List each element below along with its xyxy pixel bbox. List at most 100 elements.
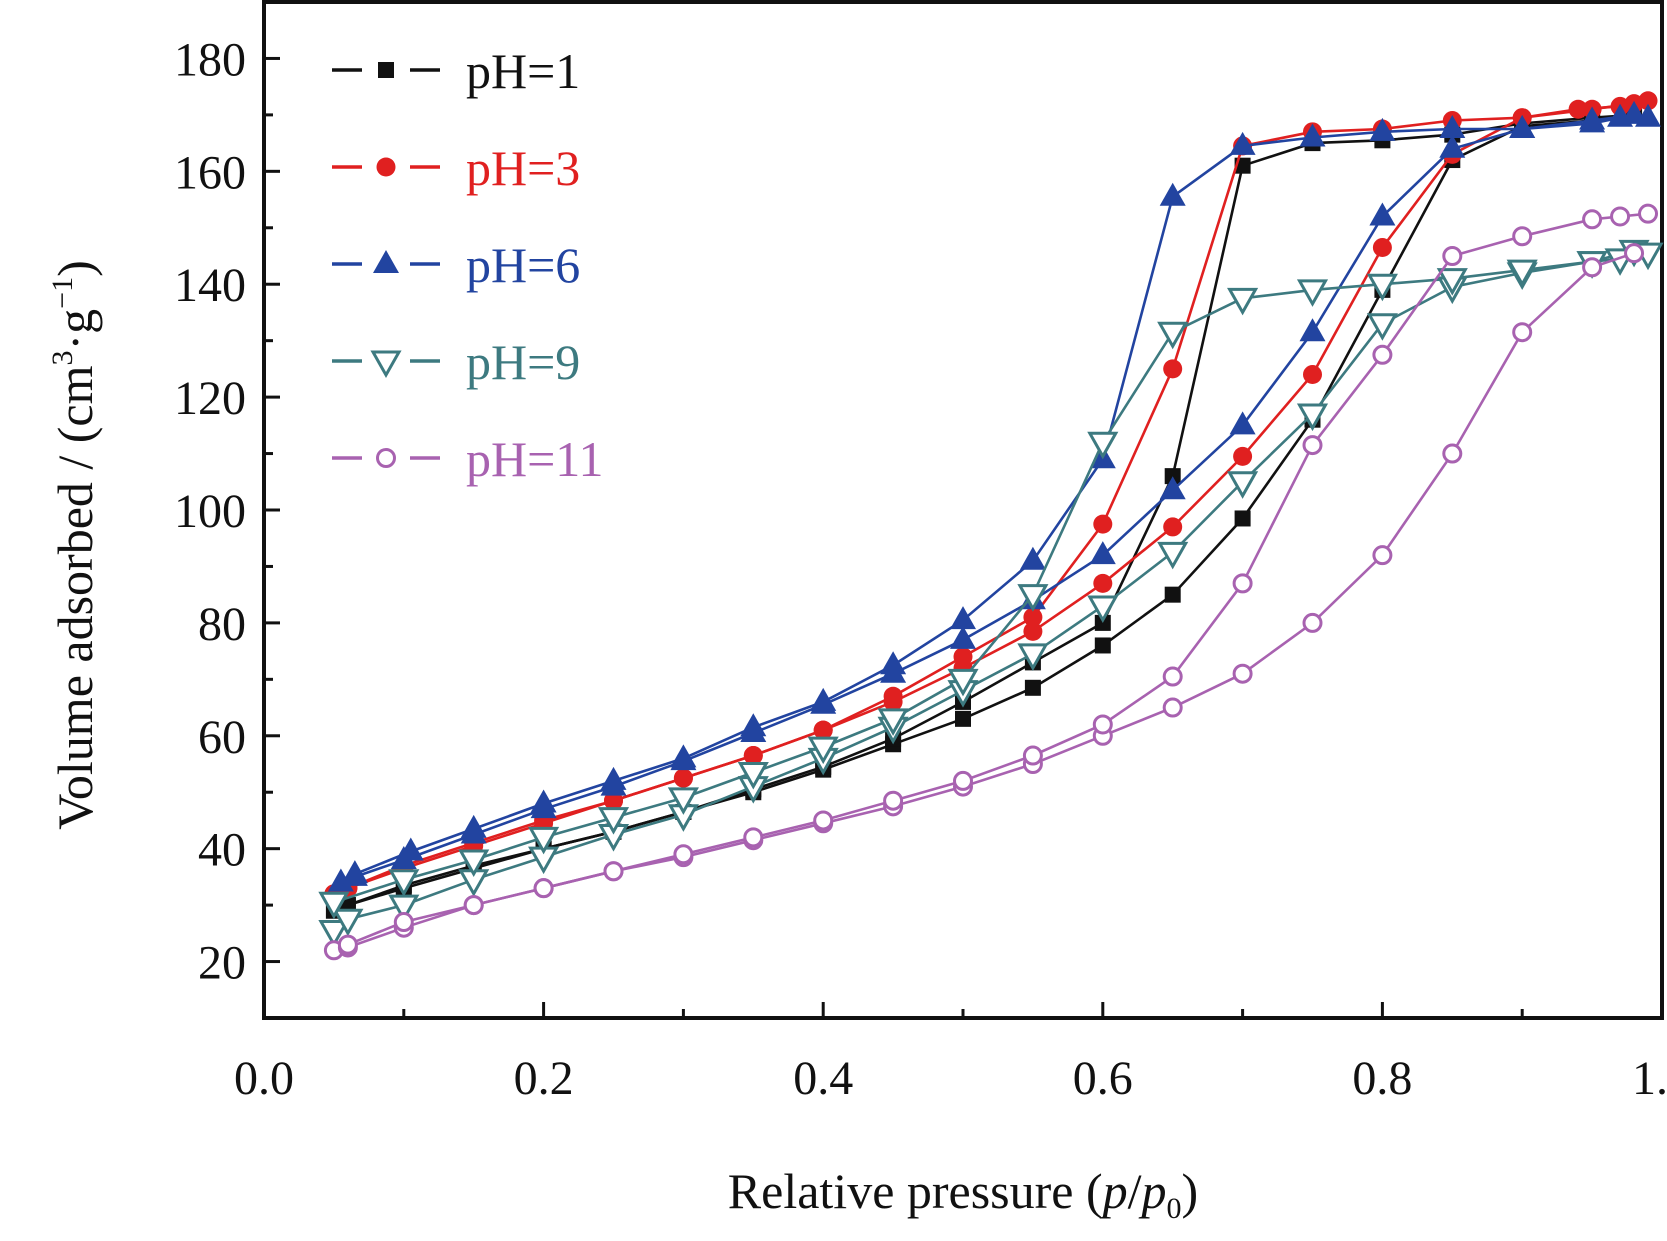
data-point [667,787,699,815]
data-point [1229,411,1256,435]
data-point [1019,546,1046,570]
data-point [1369,117,1396,141]
data-point [1093,514,1113,534]
y-tick-label: 80 [198,598,246,651]
data-point [950,625,976,649]
data-point [673,844,694,865]
data-point [880,651,907,675]
data-point [1299,318,1326,342]
data-point [1439,115,1466,138]
data-point [883,790,904,811]
data-point [1159,182,1186,206]
data-point [1582,257,1603,278]
x-tick-label: 0.0 [234,1052,294,1105]
desorption-line [347,113,1635,907]
data-point [1302,612,1323,633]
data-point [947,668,979,697]
data-point [600,766,627,790]
data-point [1023,607,1043,627]
adsorption-line [333,113,1635,913]
data-point [813,720,833,740]
data-point [950,606,976,630]
legend: pH=1 pH=3 pH=6 pH=9 pH=11 [332,43,603,487]
data-point [397,837,424,861]
data-point [740,713,767,737]
data-point [1087,431,1119,460]
data-point [1087,595,1119,624]
data-point [1369,202,1396,226]
data-point [1159,476,1186,500]
data-point [1232,663,1253,684]
legend-marker [376,448,396,468]
data-point [1439,134,1466,158]
data-point [597,807,630,835]
data-point [332,908,364,937]
legend-marker [373,250,399,273]
data-point [1233,446,1253,466]
adsorption-line [340,113,1635,884]
data-point [673,768,693,788]
data-point [1162,666,1183,687]
data-point [1624,243,1645,264]
data-point [1296,403,1329,432]
data-point [1229,131,1256,155]
data-point [1568,99,1588,119]
data-point [458,849,490,878]
data-point [1442,246,1463,266]
data-point [1164,468,1181,485]
desorption-line [354,116,1648,876]
y-tick-label: 20 [198,937,246,990]
series-ph-3 [324,91,1658,904]
data-point [388,869,420,897]
data-point [1638,203,1659,224]
data-point [883,686,903,706]
legend-label: pH=6 [466,237,580,293]
x-tick-label: 0.6 [1073,1052,1133,1105]
series-layer [318,91,1664,961]
legend-item: pH=11 [332,431,603,487]
data-point [1303,365,1322,385]
x-tick-label: 1.0 [1632,1052,1667,1105]
data-point [1442,443,1463,464]
data-point [1163,517,1183,537]
data-point [603,861,624,882]
legend-item: pH=1 [332,43,580,99]
data-point [807,736,839,765]
data-point [670,744,697,768]
data-point [737,761,769,790]
data-point [1227,471,1259,499]
data-point [1227,287,1259,316]
data-point [1366,313,1398,341]
data-point [1506,259,1538,288]
data-point [1635,103,1662,127]
x-tick-label: 0.4 [793,1052,853,1105]
data-point [1094,637,1111,654]
data-point [1023,621,1043,641]
legend-marker [378,62,394,78]
x-axis-title: Relative pressure (p/p0) [728,1163,1198,1225]
data-point [955,710,971,727]
data-point [1162,697,1183,718]
legend-marker [370,350,402,379]
data-point [810,687,837,711]
legend-marker [376,157,396,177]
data-point [528,826,560,855]
y-tick-label: 120 [174,372,246,425]
data-point [341,860,368,884]
data-point [1089,541,1116,565]
data-point [1157,541,1189,570]
data-point [460,814,487,838]
data-point [318,891,350,920]
data-point [1372,344,1393,365]
data-point [1579,109,1606,133]
y-tick-label: 160 [174,146,246,199]
series-ph-11 [323,203,1659,961]
data-point [1512,322,1533,343]
data-point [877,708,909,736]
data-point [533,878,554,899]
x-tick-label: 0.8 [1352,1052,1412,1105]
legend-label: pH=9 [466,334,580,390]
data-point [1582,209,1603,230]
data-point [1234,510,1251,527]
legend-label: pH=3 [466,140,580,196]
